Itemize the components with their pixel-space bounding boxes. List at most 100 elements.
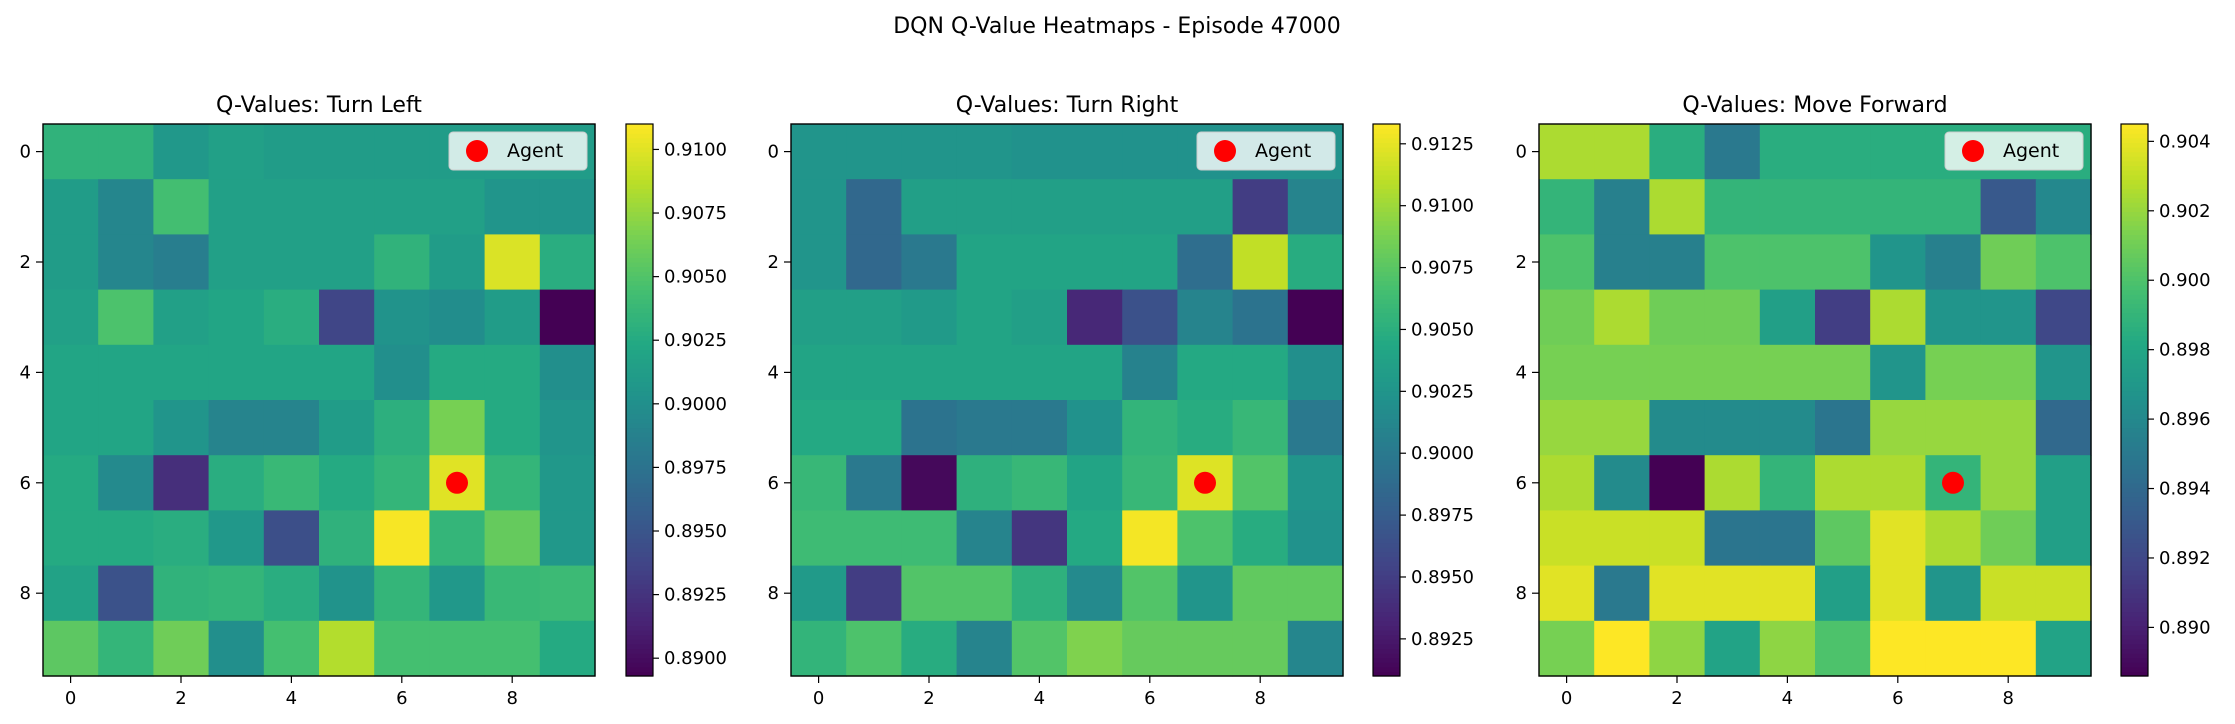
heatmap-cell [1649, 124, 1706, 180]
heatmap-cell [1122, 565, 1178, 622]
legend: Agent [1944, 131, 2084, 171]
heatmap-cell [1980, 400, 2037, 456]
heatmap-cell [153, 620, 210, 677]
colorbar-segment [1373, 390, 1400, 396]
colorbar-segment [1373, 358, 1400, 364]
heatmap-cell [539, 455, 596, 511]
colorbar-segment [626, 588, 653, 594]
colorbar-tick-label: 0.8975 [664, 457, 727, 478]
x-tick-label: 8 [2002, 688, 2013, 709]
heatmap-cell [1011, 400, 1068, 456]
colorbar-segment [1373, 588, 1400, 594]
colorbar-tick-label: 0.8925 [664, 585, 727, 606]
colorbar-segment [1373, 409, 1400, 415]
heatmap-cell [846, 179, 902, 235]
colorbar-segment [2121, 271, 2148, 277]
colorbar-segment [1373, 170, 1400, 176]
heatmap-cell [263, 565, 320, 622]
heatmap-cell [1815, 455, 1871, 511]
legend: Agent [448, 131, 588, 171]
heatmap-cell [1067, 179, 1123, 235]
heatmap-cell [153, 400, 210, 456]
colorbar-segment [2121, 142, 2148, 148]
heatmap-cell [1287, 510, 1344, 567]
colorbar-segment [2121, 473, 2148, 479]
colorbar-segment [626, 643, 653, 649]
heatmap-cell [539, 565, 596, 622]
colorbar-segment [1373, 225, 1400, 231]
heatmap-cell [153, 124, 210, 180]
colorbar-segment [2121, 331, 2148, 337]
colorbar-segment [626, 160, 653, 166]
colorbar-segment [626, 418, 653, 424]
colorbar-segment [1373, 363, 1400, 369]
colorbar-segment [2121, 312, 2148, 318]
colorbar-segment [626, 533, 653, 539]
colorbar-segment [626, 657, 653, 663]
colorbar-segment [1373, 515, 1400, 521]
colorbar-segment [626, 469, 653, 475]
heatmap-cell [153, 234, 210, 291]
colorbar-segment [2121, 547, 2148, 553]
colorbar: 0.890 0.892 0.894 0.896 0.898 0.900 0.902 0.904 [2120, 123, 2211, 677]
colorbar-segment [1373, 234, 1400, 240]
heatmap-cell [1177, 179, 1234, 235]
heatmap-cell [1980, 234, 2037, 291]
colorbar-segment [2121, 496, 2148, 502]
colorbar-segment [1373, 519, 1400, 525]
colorbar-segment [626, 262, 653, 268]
colorbar-segment [626, 671, 653, 677]
colorbar-segment [1373, 464, 1400, 470]
colorbar-segment [626, 349, 653, 355]
colorbar-segment [2121, 501, 2148, 507]
colorbar-segment [2121, 372, 2148, 378]
colorbar-segment [1373, 459, 1400, 465]
heatmap-cell [319, 234, 375, 291]
heatmap-cell [374, 620, 430, 677]
heatmap-cell [1539, 400, 1595, 456]
colorbar-segment [626, 515, 653, 521]
heatmap-cell [1815, 344, 1871, 401]
heatmap-cell [1287, 620, 1344, 677]
colorbar-segment [626, 317, 653, 323]
heatmap-cell [1980, 289, 2037, 346]
heatmap-cell [791, 620, 847, 677]
colorbar-segment [2121, 156, 2148, 162]
heatmap-cell [319, 344, 375, 401]
heatmap-cell [1122, 620, 1178, 677]
heatmap-cell [2035, 620, 2092, 677]
colorbar-segment [1373, 542, 1400, 548]
colorbar-tick-label: 0.8925 [1411, 629, 1474, 650]
colorbar-segment [2121, 280, 2148, 286]
heatmap-cell [208, 455, 265, 511]
legend-box [1944, 131, 2084, 171]
heatmap-panels: Q-Values: Turn Left0022446688Agent0.8900… [20, 93, 2211, 709]
colorbar-segment [626, 455, 653, 461]
heatmap-cell [43, 455, 99, 511]
heatmap-cell [1925, 289, 1982, 346]
heatmap-cell [1649, 289, 1706, 346]
heatmap-cell [208, 234, 265, 291]
colorbar-segment [1373, 473, 1400, 479]
colorbar: 0.8900 0.8925 0.8950 0.8975 0.9000 0.9025 0.90… [625, 123, 727, 677]
colorbar-tick-label: 0.9050 [1411, 319, 1474, 340]
heatmap-cell [98, 179, 154, 235]
colorbar-segment [2121, 648, 2148, 654]
colorbar-segment [1373, 400, 1400, 406]
heatmap-cell [374, 400, 430, 456]
heatmap-cell [956, 510, 1013, 567]
heatmap-cell [1815, 124, 1871, 180]
colorbar-segment [626, 188, 653, 194]
heatmap-cell [43, 344, 99, 401]
heatmap-cell [98, 124, 154, 180]
colorbar-tick-label: 0.890 [2159, 617, 2211, 638]
colorbar-segment [1373, 432, 1400, 438]
colorbar-segment [1373, 487, 1400, 493]
colorbar-segment [1373, 657, 1400, 663]
colorbar-segment [2121, 275, 2148, 281]
heatmap-cell [484, 455, 541, 511]
heatmap-cell [1594, 565, 1650, 622]
colorbar-segment [626, 464, 653, 470]
heatmap-cell [2035, 565, 2092, 622]
